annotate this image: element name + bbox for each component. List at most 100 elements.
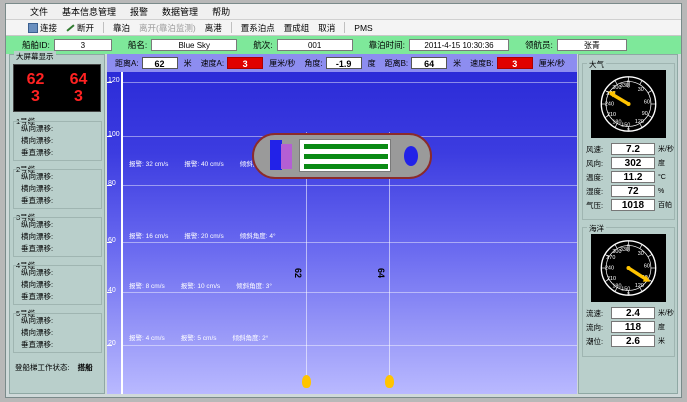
y-tick-mark-60 bbox=[107, 242, 112, 243]
tool-bar: 连接 断开 靠泊 离开(靠泊监测) 离港 置系泊点 置成组 取消 PMS bbox=[6, 20, 681, 36]
menu-file[interactable]: 文件 bbox=[30, 7, 49, 17]
alarm-row-1-speed2: 报警: 40 cm/s bbox=[184, 161, 224, 168]
ship-stern-marker bbox=[404, 146, 418, 166]
menu-data[interactable]: 数据管理 bbox=[162, 7, 199, 17]
alarm-row-3: 报警: 8 cm/s 报警: 10 cm/s 倾斜角度: 3° bbox=[129, 280, 272, 290]
berthing-plot[interactable]: 120 100 80 60 40 20 报警: 32 bbox=[107, 72, 577, 394]
wind-direction-label: 风向: bbox=[586, 158, 604, 168]
svg-text:240: 240 bbox=[605, 101, 614, 107]
toolbar-leave-monitor-button[interactable]: 离开(靠泊监测) bbox=[139, 22, 196, 33]
temperature-row: 温度: 11.2 °C bbox=[583, 170, 674, 184]
ship-block-purple bbox=[281, 144, 292, 169]
alarm-row-1-speed1: 报警: 32 cm/s bbox=[129, 161, 169, 168]
svg-text:60: 60 bbox=[644, 99, 650, 105]
gridline-20 bbox=[123, 345, 577, 346]
svg-text:210: 210 bbox=[607, 112, 616, 118]
weather-group: 大气 0 30 60 90 120 150 bbox=[582, 59, 675, 220]
toolbar-separator-2 bbox=[230, 22, 232, 33]
toolbar-connect-button[interactable]: 连接 bbox=[28, 22, 57, 34]
ship-block-blue bbox=[270, 140, 282, 170]
toolbar-cancel-button[interactable]: 取消 bbox=[318, 22, 336, 33]
svg-text:120: 120 bbox=[635, 119, 644, 125]
humidity-value: 72 bbox=[611, 185, 655, 197]
cable-2-vertical: 垂直漂移: bbox=[21, 195, 54, 205]
wind-direction-value: 302 bbox=[611, 157, 655, 169]
temperature-label: 温度: bbox=[586, 172, 604, 182]
temperature-value: 11.2 bbox=[611, 171, 655, 183]
cable-3-group: 纵向漂移: 横向漂移: 垂直漂移: bbox=[13, 217, 102, 257]
tide-level-unit: 米 bbox=[658, 338, 665, 345]
alarm-row-3-angle: 倾斜角度: 3° bbox=[236, 283, 272, 290]
y-tick-label-100: 100 bbox=[108, 131, 120, 138]
gridline-60 bbox=[123, 242, 577, 243]
menu-basic-info[interactable]: 基本信息管理 bbox=[62, 7, 117, 17]
speed-a-unit: 厘米/秒 bbox=[269, 58, 296, 68]
angle-label: 角度: bbox=[304, 58, 323, 68]
ship-name-field[interactable]: Blue Sky bbox=[151, 39, 238, 51]
menu-help[interactable]: 帮助 bbox=[212, 7, 231, 17]
menu-alarm[interactable]: 报警 bbox=[130, 7, 149, 17]
application-window: 文件 基本信息管理 报警 数据管理 帮助 连接 断开 靠泊 离开(靠泊监测) 离… bbox=[5, 3, 682, 398]
pilot-label: 领航员: bbox=[525, 40, 553, 50]
cable-4-vertical: 垂直漂移: bbox=[21, 291, 54, 301]
menu-bar: 文件 基本信息管理 报警 数据管理 帮助 bbox=[6, 4, 681, 20]
cable-3-longitudinal: 纵向漂移: bbox=[21, 219, 54, 229]
wind-speed-value: 7.2 bbox=[611, 143, 655, 155]
toolbar-set-mooring-point-button[interactable]: 置系泊点 bbox=[240, 22, 275, 33]
ship-id-field[interactable]: 3 bbox=[53, 39, 112, 51]
gangway-work-state: 登船梯工作状态: 搭船 bbox=[15, 362, 103, 373]
alarm-row-4-angle: 倾斜角度: 2° bbox=[232, 335, 269, 342]
y-tick-label-120: 120 bbox=[108, 77, 120, 84]
mooring-line-a bbox=[306, 132, 307, 380]
alarm-row-4-speed2: 报警: 5 cm/s bbox=[180, 335, 217, 342]
cable-4-lateral: 横向漂移: bbox=[21, 279, 54, 289]
cable-2-lateral: 横向漂移: bbox=[21, 183, 54, 193]
cable-1-lateral: 横向漂移: bbox=[21, 135, 54, 145]
distance-b-value[interactable]: 64 bbox=[411, 57, 448, 69]
toolbar-connect-label: 连接 bbox=[40, 22, 58, 33]
ocean-readouts: 流速: 2.4 米/秒 流向: 118 度 潮位: 2.6 米 bbox=[583, 306, 674, 348]
speed-b-label: 速度B: bbox=[470, 58, 494, 68]
toolbar-disconnect-button[interactable]: 断开 bbox=[66, 22, 94, 34]
current-speed-value: 2.4 bbox=[611, 307, 655, 319]
weather-readouts: 风速: 7.2 米/秒 风向: 302 度 温度: 11.2 °C bbox=[583, 142, 674, 212]
distance-a-value[interactable]: 62 bbox=[141, 57, 178, 69]
tide-level-row: 潮位: 2.6 米 bbox=[583, 334, 674, 348]
berth-time-field[interactable]: 2011-4-15 10:30:36 bbox=[409, 39, 509, 51]
svg-text:90: 90 bbox=[642, 111, 648, 117]
big-display-group-title: 大屏幕显示 bbox=[14, 51, 56, 62]
wind-speed-row: 风速: 7.2 米/秒 bbox=[583, 142, 674, 156]
toolbar-pms-button[interactable]: PMS bbox=[354, 22, 373, 33]
cable-2-longitudinal: 纵向漂移: bbox=[21, 171, 54, 181]
pilot-field[interactable]: 张青 bbox=[556, 39, 627, 51]
svg-text:S: S bbox=[627, 291, 630, 297]
voyage-field[interactable]: 001 bbox=[276, 39, 353, 51]
speed-a-value[interactable]: 3 bbox=[227, 57, 264, 69]
current-direction-row: 流向: 118 度 bbox=[583, 320, 674, 334]
cable-3-lateral: 横向漂移: bbox=[21, 231, 54, 241]
big-display-row-bottom: 3 3 bbox=[14, 88, 100, 105]
pressure-label: 气压: bbox=[586, 200, 604, 210]
toolbar-separator-3 bbox=[344, 22, 346, 33]
gridline-80 bbox=[123, 185, 577, 186]
svg-text:N: N bbox=[627, 80, 631, 86]
anchor-marker-a bbox=[302, 375, 311, 388]
speed-b-value[interactable]: 3 bbox=[496, 57, 533, 69]
ship-graphic[interactable] bbox=[252, 133, 432, 179]
toolbar-berth-button[interactable]: 靠泊 bbox=[113, 22, 131, 33]
distance-b-unit: 米 bbox=[453, 58, 462, 68]
svg-text:330: 330 bbox=[620, 83, 629, 89]
toolbar-set-group-button[interactable]: 置成组 bbox=[283, 22, 310, 33]
measurement-bar: 距离A: 62 米 速度A: 3 厘米/秒 角度: -1.9 度 距离B: 64… bbox=[107, 54, 577, 72]
wind-speed-label: 风速: bbox=[586, 144, 604, 154]
svg-text:0: 0 bbox=[627, 248, 630, 254]
gangway-work-state-value: 搭船 bbox=[77, 363, 93, 372]
humidity-unit: % bbox=[658, 187, 665, 195]
distance-b-label: 距离B: bbox=[384, 58, 409, 68]
toolbar-depart-button[interactable]: 离港 bbox=[204, 22, 222, 33]
svg-text:300: 300 bbox=[612, 249, 621, 255]
temperature-unit: °C bbox=[658, 173, 666, 181]
angle-value[interactable]: -1.9 bbox=[325, 57, 362, 69]
distance-a-unit: 米 bbox=[183, 58, 192, 68]
